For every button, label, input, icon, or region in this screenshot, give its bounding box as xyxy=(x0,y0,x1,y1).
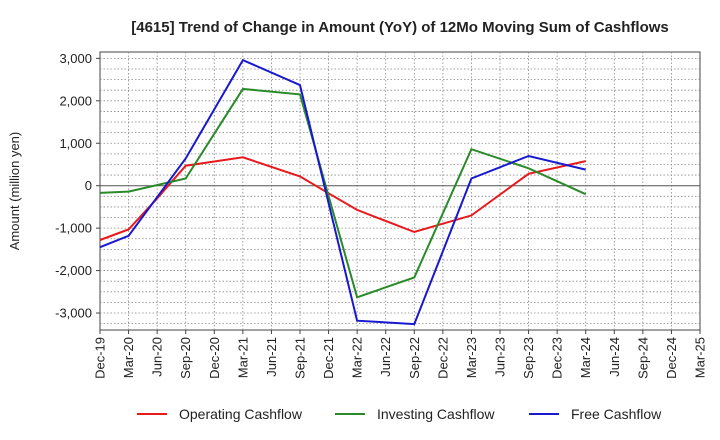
legend-label-0: Operating Cashflow xyxy=(179,406,303,422)
x-tick-label: Dec-20 xyxy=(207,337,222,379)
y-tick-label: 3,000 xyxy=(59,51,92,66)
grid-lines xyxy=(100,52,700,330)
series-lines xyxy=(99,58,587,326)
legend-label-2: Free Cashflow xyxy=(571,406,662,422)
series-line-2 xyxy=(99,58,586,326)
x-tick-label: Dec-23 xyxy=(550,337,565,379)
series-line-1 xyxy=(99,87,587,299)
x-tick-label: Dec-21 xyxy=(321,337,336,379)
x-axis-ticks: Dec-19 Mar-20 Jun-20 Sep-20 Dec-20 Mar-21 Jun-… xyxy=(93,330,708,379)
x-tick-label: Mar-20 xyxy=(121,337,136,378)
x-tick-label: Mar-21 xyxy=(235,337,250,378)
chart-title: [4615] Trend of Change in Amount (YoY) o… xyxy=(131,19,669,36)
x-tick-label: Sep-21 xyxy=(293,337,308,379)
y-tick-label: -2,000 xyxy=(55,263,92,278)
legend-label-1: Investing Cashflow xyxy=(377,406,495,422)
y-tick-label: -1,000 xyxy=(55,221,92,236)
x-tick-label: Sep-22 xyxy=(407,337,422,379)
x-tick-label: Jun-23 xyxy=(493,337,508,377)
x-tick-label: Jun-21 xyxy=(264,337,279,377)
x-tick-label: Mar-23 xyxy=(464,337,479,378)
x-tick-label: Jun-24 xyxy=(607,337,622,377)
x-tick-label: Jun-22 xyxy=(378,337,393,377)
x-tick-label: Dec-24 xyxy=(664,337,679,379)
legend: Operating Cashflow Investing Cashflow Free… xyxy=(137,406,662,422)
x-tick-label: Dec-19 xyxy=(93,337,108,379)
y-tick-label: -3,000 xyxy=(55,306,92,321)
x-tick-label: Mar-25 xyxy=(693,337,708,378)
x-tick-label: Jun-20 xyxy=(150,337,165,377)
y-tick-label: 1,000 xyxy=(59,136,92,151)
x-tick-label: Mar-22 xyxy=(350,337,365,378)
x-tick-label: Dec-22 xyxy=(435,337,450,379)
y-axis-label: Amount (million yen) xyxy=(7,132,22,251)
x-tick-label: Mar-24 xyxy=(578,337,593,378)
y-tick-label: 2,000 xyxy=(59,93,92,108)
x-tick-label: Sep-23 xyxy=(521,337,536,379)
plot-area xyxy=(99,51,701,331)
x-tick-label: Sep-24 xyxy=(635,337,650,379)
y-axis-ticks: 3,000 2,000 1,000 0 -1,000 -2,000 -3,000 xyxy=(55,51,100,321)
x-tick-label: Sep-20 xyxy=(178,337,193,379)
y-tick-label: 0 xyxy=(85,178,92,193)
